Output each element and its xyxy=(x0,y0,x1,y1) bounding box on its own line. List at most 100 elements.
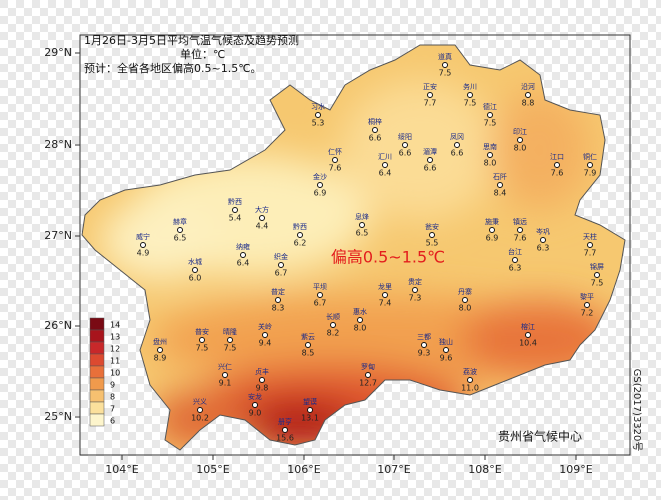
station-name: 正安 xyxy=(423,82,437,91)
station: 瓮安 5.5 xyxy=(425,222,439,248)
station: 铜仁 7.9 xyxy=(583,152,597,178)
station: 镇远 7.6 xyxy=(513,217,527,243)
station: 黔西 5.4 xyxy=(228,197,242,223)
station-value: 8.8 xyxy=(522,99,535,108)
station: 平坝 6.7 xyxy=(313,282,327,308)
station-name: 石阡 xyxy=(493,172,507,181)
station-value: 6.6 xyxy=(399,149,412,158)
station-value: 8.2 xyxy=(327,329,340,338)
station-value: 9.8 xyxy=(256,384,269,393)
station: 晴隆 7.5 xyxy=(223,327,237,353)
station: 榕江 10.4 xyxy=(519,322,537,348)
station: 纳雍 6.4 xyxy=(236,242,250,268)
station-marker xyxy=(517,137,523,143)
station-value: 8.9 xyxy=(154,354,167,363)
station-name: 晴隆 xyxy=(223,327,237,336)
station: 思南 8.0 xyxy=(483,142,497,168)
station-marker xyxy=(227,337,233,343)
station-marker xyxy=(587,242,593,248)
station-marker xyxy=(382,162,388,168)
lat-label: 27°N xyxy=(44,229,72,242)
station-marker xyxy=(427,157,433,163)
station: 普定 8.3 xyxy=(271,287,285,313)
station-marker xyxy=(177,227,183,233)
legend-label: 7 xyxy=(110,405,115,414)
station-value: 7.5 xyxy=(196,344,209,353)
station: 正安 7.7 xyxy=(423,82,437,108)
station: 普安 7.5 xyxy=(195,327,209,353)
station: 册亨 15.6 xyxy=(276,417,294,443)
station-marker xyxy=(487,112,493,118)
station-name: 关岭 xyxy=(258,322,272,331)
station-name: 铜仁 xyxy=(583,152,597,161)
station: 绥阳 6.6 xyxy=(398,132,412,158)
station: 关岭 9.4 xyxy=(258,322,272,348)
legend: 14 13 12 11 10 9 8 7 6 xyxy=(89,317,120,427)
forecast: 预计：全省各地区偏高0.5~1.5℃。 xyxy=(84,61,262,75)
station-name: 思南 xyxy=(483,142,497,151)
station-value: 7.6 xyxy=(514,234,527,243)
station: 龙里 7.4 xyxy=(378,282,392,308)
station-marker xyxy=(365,372,371,378)
station-name: 龙里 xyxy=(378,282,392,291)
legend-swatch xyxy=(89,329,105,343)
station-marker xyxy=(427,92,433,98)
station-value: 10.2 xyxy=(191,414,209,423)
station: 锦屏 7.5 xyxy=(590,262,604,288)
station: 施秉 6.9 xyxy=(485,217,499,243)
station-name: 罗甸 xyxy=(361,362,375,371)
station-value: 8.5 xyxy=(302,349,315,358)
station-name: 黔西 xyxy=(293,222,307,231)
station-marker xyxy=(332,157,338,163)
station: 习水 5.3 xyxy=(311,102,325,128)
lon-label: 109°E xyxy=(559,463,592,476)
station-marker xyxy=(462,297,468,303)
station-value: 9.4 xyxy=(259,339,272,348)
station: 三都 9.3 xyxy=(417,333,431,358)
station-name: 黎平 xyxy=(580,292,594,301)
station-marker xyxy=(512,257,518,263)
station-name: 台江 xyxy=(508,247,522,256)
lon-label: 105°E xyxy=(196,463,229,476)
map-number: GS(2017)3320号 xyxy=(631,369,643,452)
station-value: 9.1 xyxy=(219,379,232,388)
station-marker xyxy=(330,322,336,328)
station-marker xyxy=(305,342,311,348)
station-marker xyxy=(197,407,203,413)
station: 荔波 11.0 xyxy=(461,367,479,393)
station-name: 沿河 xyxy=(521,82,535,91)
station-marker xyxy=(259,215,265,221)
station: 水城 6.0 xyxy=(188,257,202,283)
station-name: 丹寨 xyxy=(458,287,472,296)
station-name: 独山 xyxy=(439,337,453,346)
station-marker xyxy=(240,252,246,258)
station-value: 6.6 xyxy=(424,164,437,173)
station-value: 6.4 xyxy=(237,259,250,268)
station: 贞丰 9.8 xyxy=(255,367,269,393)
station-name: 荔波 xyxy=(463,367,477,376)
station-value: 8.0 xyxy=(354,324,367,333)
legend-swatch xyxy=(89,341,105,355)
station: 独山 9.6 xyxy=(439,337,453,363)
station: 赫章 6.5 xyxy=(173,217,187,243)
station: 务川 7.5 xyxy=(463,82,477,108)
station-value: 6.0 xyxy=(189,274,202,283)
station-name: 德江 xyxy=(483,102,497,111)
station-marker xyxy=(443,347,449,353)
unit: 单位：℃ xyxy=(180,47,225,61)
station-marker xyxy=(259,377,265,383)
station-value: 8.4 xyxy=(494,189,507,198)
station-name: 惠水 xyxy=(353,307,367,316)
station: 道真 7.5 xyxy=(438,52,452,78)
station-name: 赫章 xyxy=(173,217,187,226)
station-name: 普安 xyxy=(195,327,209,336)
station-name: 兴仁 xyxy=(218,362,232,371)
station-marker xyxy=(307,407,313,413)
station-value: 6.7 xyxy=(314,299,327,308)
station-name: 江口 xyxy=(550,153,564,161)
station-name: 镇远 xyxy=(513,217,527,226)
station-value: 9.3 xyxy=(418,349,431,358)
station-marker xyxy=(199,337,205,343)
station: 天柱 7.7 xyxy=(583,232,597,258)
station: 湄潭 6.6 xyxy=(423,147,437,173)
